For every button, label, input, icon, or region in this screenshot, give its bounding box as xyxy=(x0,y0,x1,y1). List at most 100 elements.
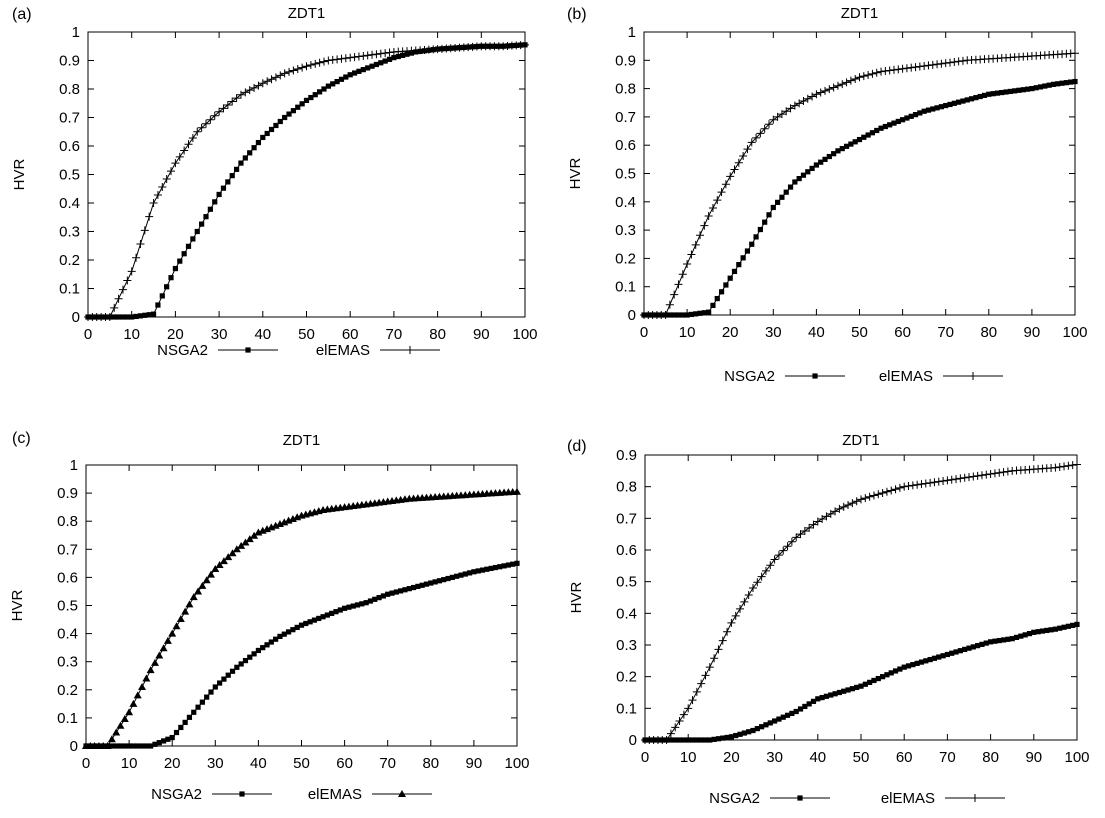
data-point xyxy=(191,709,197,715)
x-tick-label: 0 xyxy=(82,755,90,772)
data-point xyxy=(260,645,266,651)
y-axis-label: HVR xyxy=(9,589,26,621)
data-point xyxy=(122,743,128,749)
data-point xyxy=(211,564,220,572)
data-point xyxy=(354,602,361,608)
data-point xyxy=(962,646,968,653)
data-point xyxy=(986,91,992,97)
data-point xyxy=(776,716,782,722)
data-point xyxy=(233,166,240,172)
data-point xyxy=(143,743,149,749)
data-point xyxy=(680,312,686,318)
data-point xyxy=(951,100,957,106)
x-tick-label: 100 xyxy=(1062,324,1087,341)
data-point xyxy=(921,479,930,488)
data-point xyxy=(684,312,690,318)
series-elemas xyxy=(641,460,1081,744)
data-point xyxy=(822,512,831,521)
data-point xyxy=(195,704,201,710)
data-point xyxy=(245,535,254,543)
data-point xyxy=(330,81,336,87)
data-point xyxy=(773,112,782,121)
data-point xyxy=(825,85,834,94)
y-tick-label: 0 xyxy=(72,309,80,326)
y-tick-label: 0.5 xyxy=(59,167,80,184)
data-point xyxy=(800,172,807,178)
data-point xyxy=(843,143,850,149)
data-point xyxy=(821,86,830,95)
data-point xyxy=(241,538,250,546)
data-point xyxy=(1046,82,1052,88)
data-point xyxy=(731,268,738,275)
legend-label: elEMAS xyxy=(316,342,370,359)
data-point xyxy=(146,666,155,674)
data-point xyxy=(321,86,327,92)
data-point xyxy=(350,603,356,609)
data-point xyxy=(1057,625,1063,631)
data-point xyxy=(872,68,881,77)
x-tick-label: 90 xyxy=(466,755,483,772)
data-point xyxy=(112,728,121,736)
data-point xyxy=(282,114,288,121)
data-point xyxy=(727,275,733,281)
data-point xyxy=(236,90,245,99)
data-point xyxy=(859,72,868,81)
data-point xyxy=(740,255,746,261)
data-point xyxy=(458,572,464,578)
data-point xyxy=(990,91,996,97)
data-point xyxy=(752,133,761,142)
y-tick-label: 0.3 xyxy=(615,222,636,239)
data-point xyxy=(934,477,943,486)
series-nsga2 xyxy=(642,621,1080,743)
data-point xyxy=(969,472,978,481)
data-point xyxy=(376,49,385,58)
data-point xyxy=(398,588,404,594)
data-point xyxy=(723,282,729,288)
data-point xyxy=(836,689,842,696)
series-elemas xyxy=(82,487,521,749)
data-point xyxy=(454,573,460,579)
data-point xyxy=(895,483,904,492)
data-point xyxy=(117,743,124,749)
y-tick-label: 0.1 xyxy=(57,710,78,727)
data-point xyxy=(206,570,215,578)
x-tick-label: 60 xyxy=(894,324,911,341)
data-point xyxy=(238,661,244,667)
data-point xyxy=(799,97,808,106)
data-point xyxy=(1048,627,1054,633)
data-point xyxy=(268,126,275,133)
data-point xyxy=(927,656,933,663)
legend-label: NSGA2 xyxy=(151,786,202,803)
data-point xyxy=(1029,86,1035,92)
data-point xyxy=(666,729,675,738)
data-point xyxy=(215,561,224,569)
data-point xyxy=(809,165,815,172)
data-point xyxy=(138,682,147,690)
data-point xyxy=(708,204,717,213)
y-tick-label: 0.7 xyxy=(615,109,636,126)
data-point xyxy=(176,614,185,622)
data-point xyxy=(333,609,339,615)
data-point xyxy=(123,276,132,285)
data-point xyxy=(970,644,976,650)
data-point xyxy=(894,65,903,74)
data-point xyxy=(965,473,973,482)
data-point xyxy=(796,175,802,182)
data-point xyxy=(782,107,791,116)
data-point xyxy=(764,120,773,129)
data-point xyxy=(900,117,906,123)
data-point xyxy=(882,123,888,130)
data-point xyxy=(880,674,886,680)
data-point xyxy=(867,679,873,685)
y-tick-label: 0.1 xyxy=(59,281,80,298)
data-point xyxy=(747,138,756,147)
data-point xyxy=(285,629,292,635)
data-point xyxy=(1068,79,1074,85)
data-point xyxy=(285,67,294,76)
data-point xyxy=(835,148,841,154)
data-point xyxy=(212,684,218,690)
data-point xyxy=(753,578,762,587)
y-tick-label: 0.7 xyxy=(59,110,80,127)
data-point xyxy=(1059,80,1065,86)
data-point xyxy=(299,101,305,107)
